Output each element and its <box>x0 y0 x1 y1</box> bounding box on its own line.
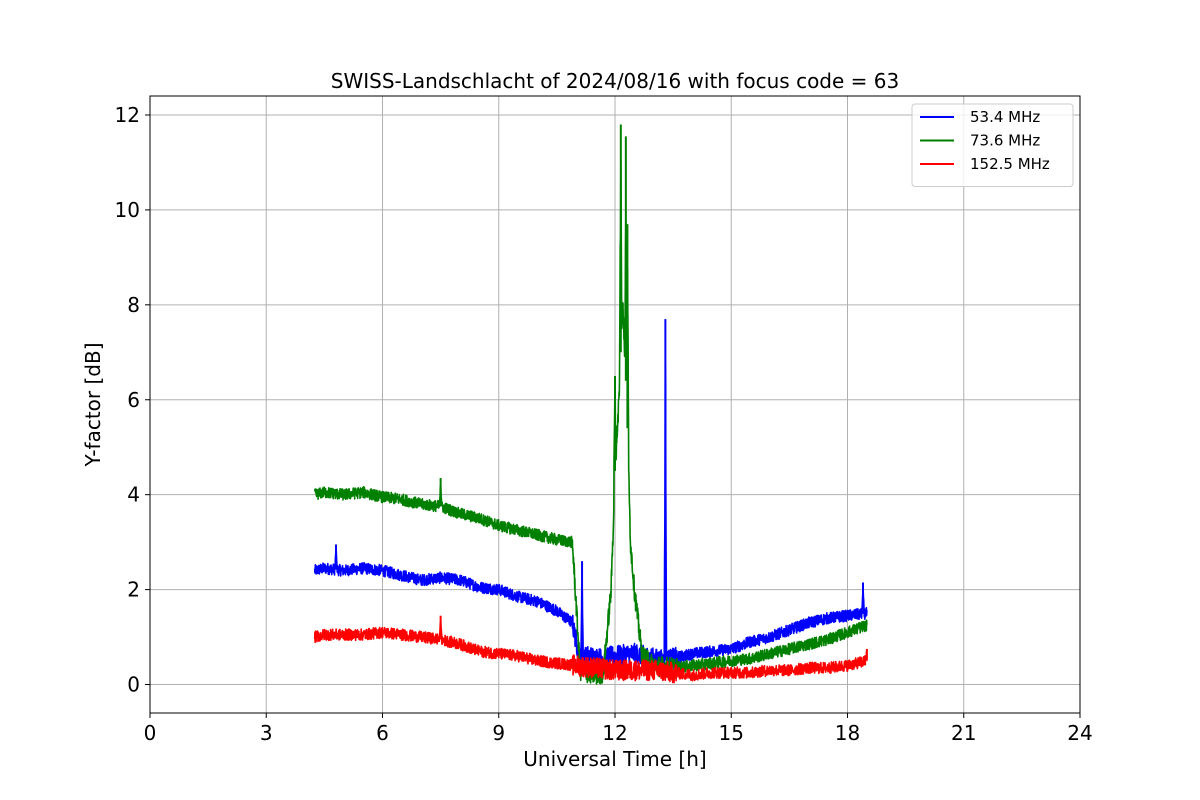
y-tick-label: 10 <box>115 198 140 222</box>
series-3 <box>313 615 868 684</box>
x-tick-label: 3 <box>260 721 273 745</box>
x-tick-label: 15 <box>719 721 744 745</box>
y-tick-label: 12 <box>115 103 140 127</box>
y-tick-label: 6 <box>127 388 140 412</box>
x-tick-label: 21 <box>951 721 976 745</box>
chart-title: SWISS-Landschlacht of 2024/08/16 with fo… <box>331 69 899 93</box>
legend-label: 152.5 MHz <box>970 155 1050 173</box>
x-tick-label: 6 <box>376 721 389 745</box>
x-axis-label: Universal Time [h] <box>523 747 706 771</box>
y-tick-label: 0 <box>127 673 140 697</box>
series-line <box>313 364 868 672</box>
legend-box <box>911 103 1074 187</box>
legend-label: 73.6 MHz <box>970 132 1040 150</box>
x-tick-label: 18 <box>835 721 860 745</box>
legend: 53.4 MHz 73.6 MHz 152.5 MHz <box>911 103 1074 187</box>
y-tick-label: 8 <box>127 293 140 317</box>
series-1 <box>313 319 868 672</box>
legend-label: 53.4 MHz <box>970 108 1040 126</box>
y-tick-label: 4 <box>127 483 140 507</box>
y-axis-label: Y-factor [dB] <box>81 342 105 467</box>
y-tick-label: 2 <box>127 578 140 602</box>
x-tick-label: 12 <box>602 721 627 745</box>
series-line <box>313 620 868 684</box>
x-tick-label: 24 <box>1067 721 1092 745</box>
x-tick-label: 9 <box>492 721 505 745</box>
plot-series <box>313 124 868 685</box>
x-tick-label: 0 <box>144 721 157 745</box>
